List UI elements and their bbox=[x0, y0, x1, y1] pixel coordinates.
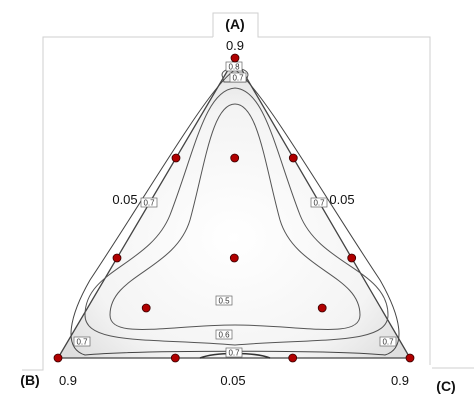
contour-label: 0.8 bbox=[228, 63, 240, 72]
edge-label-bottom: 0.05 bbox=[220, 373, 245, 388]
design-point bbox=[170, 353, 180, 363]
design-point bbox=[141, 303, 151, 313]
vertex-label-right: (C) bbox=[436, 378, 455, 394]
design-points bbox=[53, 53, 415, 363]
design-point bbox=[53, 353, 63, 363]
design-point bbox=[112, 253, 122, 263]
design-point bbox=[288, 153, 298, 163]
design-point bbox=[317, 303, 327, 313]
vertex-value-right: 0.9 bbox=[391, 373, 409, 388]
contour-label: 0.6 bbox=[218, 331, 230, 340]
vertex-value-left: 0.9 bbox=[59, 373, 77, 388]
design-point bbox=[171, 153, 181, 163]
contour-label: 0.7 bbox=[313, 199, 325, 208]
vertex-label-top: (A) bbox=[225, 16, 244, 32]
design-point bbox=[229, 253, 239, 263]
vertex-label-left: (B) bbox=[20, 372, 39, 388]
edge-label-right: 0.05 bbox=[329, 192, 354, 207]
design-point bbox=[230, 153, 240, 163]
edge-label-left: 0.05 bbox=[112, 192, 137, 207]
contour-label: 0.7 bbox=[228, 349, 240, 358]
contour-label: 0.7 bbox=[76, 338, 88, 347]
design-point bbox=[230, 53, 240, 63]
contour-0.6 bbox=[84, 87, 389, 346]
contour-label-group: 0.8 0.7 0.7 0.7 0.5 0.6 0.7 0.7 0.7 bbox=[73, 61, 397, 358]
design-point bbox=[347, 253, 357, 263]
contour-label: 0.7 bbox=[232, 74, 244, 83]
ternary-triangle bbox=[56, 56, 412, 359]
vertex-value-top: 0.9 bbox=[226, 38, 244, 53]
contour-label: 0.7 bbox=[382, 338, 394, 347]
frame-right-tab bbox=[418, 365, 432, 373]
contour-label: 0.7 bbox=[143, 199, 155, 208]
design-point bbox=[405, 353, 415, 363]
contour-label: 0.5 bbox=[218, 297, 230, 306]
contour-0.5 bbox=[109, 103, 361, 330]
design-point bbox=[288, 353, 298, 363]
